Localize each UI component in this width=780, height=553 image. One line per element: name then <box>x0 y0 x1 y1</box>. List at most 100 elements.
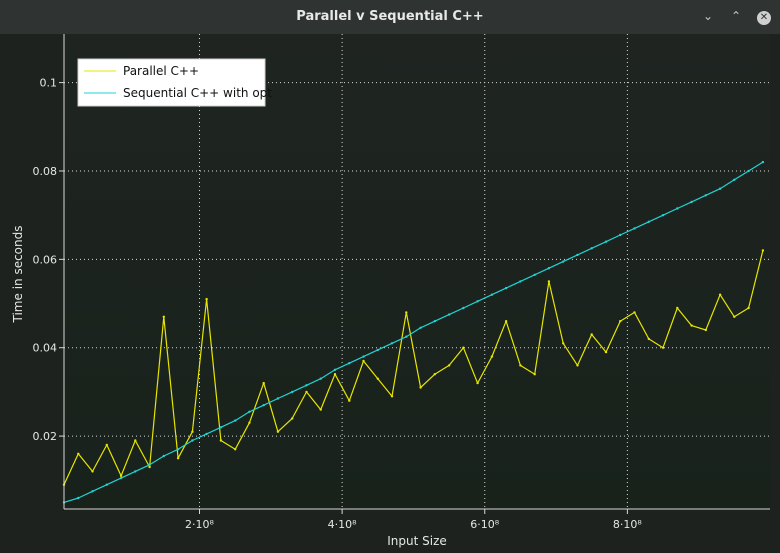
plot-background <box>64 34 770 509</box>
y-tick-label: 0.02 <box>33 430 58 443</box>
data-point-parallel-c <box>162 315 165 318</box>
data-point-parallel-c <box>390 395 394 398</box>
close-button[interactable]: ✕ <box>756 8 772 25</box>
data-point-parallel-c <box>134 439 137 442</box>
data-point-sequential-c-with-opt <box>590 247 593 250</box>
data-point-parallel-c <box>462 346 465 349</box>
data-point-sequential-c-with-opt <box>476 300 479 303</box>
data-point-parallel-c <box>547 280 551 283</box>
data-point-parallel-c <box>91 470 94 473</box>
data-point-parallel-c <box>519 364 522 367</box>
close-icon: ✕ <box>757 11 771 25</box>
data-point-sequential-c-with-opt <box>533 273 536 276</box>
data-point-sequential-c-with-opt <box>704 194 707 197</box>
data-point-sequential-c-with-opt <box>77 496 80 500</box>
data-point-sequential-c-with-opt <box>433 320 436 323</box>
data-point-sequential-c-with-opt <box>305 384 308 387</box>
data-point-sequential-c-with-opt <box>690 200 693 204</box>
y-tick-label: 0.08 <box>33 165 58 178</box>
data-point-sequential-c-with-opt <box>348 362 351 365</box>
axes <box>59 34 770 514</box>
data-point-parallel-c <box>262 381 265 385</box>
data-point-sequential-c-with-opt <box>276 397 280 400</box>
data-point-sequential-c-with-opt <box>419 326 422 329</box>
data-point-sequential-c-with-opt <box>219 426 223 429</box>
grid <box>64 34 770 509</box>
data-point-sequential-c-with-opt <box>447 313 451 316</box>
data-point-sequential-c-with-opt <box>547 267 551 270</box>
data-point-parallel-c <box>733 315 736 318</box>
data-point-sequential-c-with-opt <box>405 335 408 338</box>
data-point-sequential-c-with-opt <box>362 355 365 358</box>
data-point-sequential-c-with-opt <box>376 348 379 352</box>
data-point-parallel-c <box>191 430 194 433</box>
legend-label-sequential: Sequential C++ with opt <box>123 86 272 100</box>
data-point-parallel-c <box>405 311 408 314</box>
data-point-parallel-c <box>176 457 180 460</box>
data-point-parallel-c <box>447 364 451 367</box>
data-point-sequential-c-with-opt <box>162 454 165 458</box>
data-point-parallel-c <box>661 346 665 349</box>
x-tick-label: 4·10⁸ <box>328 518 357 531</box>
data-point-sequential-c-with-opt <box>747 169 750 173</box>
data-point-sequential-c-with-opt <box>234 419 237 422</box>
tick-labels: 2·10⁸ 4·10⁸ 6·10⁸ 8·10⁸ 0.02 0.04 0.06 0.08 0.1 <box>33 77 643 531</box>
minimize-button[interactable]: ⌄ <box>700 8 716 24</box>
chart: 2·10⁸ 4·10⁸ 6·10⁸ 8·10⁸0.020.040.060.080.1 … <box>0 34 780 553</box>
data-point-sequential-c-with-opt <box>134 470 137 473</box>
data-point-sequential-c-with-opt <box>119 476 123 480</box>
y-tick-label: 0.04 <box>33 342 58 355</box>
data-point-parallel-c <box>248 421 251 424</box>
data-point-sequential-c-with-opt <box>191 439 194 442</box>
data-point-sequential-c-with-opt <box>661 214 665 217</box>
data-point-parallel-c <box>77 452 80 455</box>
data-point-parallel-c <box>647 337 650 341</box>
legend-label-parallel: Parallel C++ <box>123 64 199 78</box>
data-point-parallel-c <box>291 417 294 420</box>
data-point-sequential-c-with-opt <box>205 432 208 436</box>
legend: Parallel C++ Sequential C++ with opt <box>77 58 272 107</box>
window-title: Parallel v Sequential C++ <box>296 9 484 24</box>
y-tick-label: 0.1 <box>40 77 58 90</box>
data-point-sequential-c-with-opt <box>319 377 322 380</box>
data-point-parallel-c <box>504 320 508 323</box>
data-point-sequential-c-with-opt <box>176 448 180 451</box>
maximize-button[interactable]: ⌃ <box>728 8 744 24</box>
data-point-parallel-c <box>419 386 422 389</box>
data-point-parallel-c <box>604 350 608 354</box>
data-point-sequential-c-with-opt <box>676 207 679 210</box>
x-tick-label: 8·10⁸ <box>613 518 642 531</box>
data-point-sequential-c-with-opt <box>576 253 579 257</box>
data-point-sequential-c-with-opt <box>718 187 722 190</box>
data-point-sequential-c-with-opt <box>148 463 151 466</box>
data-point-parallel-c <box>234 448 237 451</box>
data-point-parallel-c <box>476 381 479 385</box>
data-point-sequential-c-with-opt <box>761 160 765 164</box>
data-point-parallel-c <box>433 373 436 376</box>
title-bar[interactable]: Parallel v Sequential C++ ⌄ ⌃ ✕ <box>0 0 780 35</box>
series-line-sequential-c-with-opt <box>63 161 764 503</box>
data-point-sequential-c-with-opt <box>333 368 337 371</box>
data-point-sequential-c-with-opt <box>490 293 494 296</box>
legend-box <box>77 58 266 107</box>
series-layer <box>62 160 765 504</box>
data-point-parallel-c <box>348 399 351 402</box>
data-point-parallel-c <box>119 474 123 478</box>
data-point-sequential-c-with-opt <box>633 227 636 230</box>
data-point-parallel-c <box>633 311 636 314</box>
data-point-parallel-c <box>619 320 622 323</box>
data-point-sequential-c-with-opt <box>647 220 650 223</box>
data-point-parallel-c <box>148 465 151 469</box>
data-point-parallel-c <box>676 306 679 310</box>
data-point-parallel-c <box>305 390 308 394</box>
data-point-sequential-c-with-opt <box>291 390 294 394</box>
data-point-sequential-c-with-opt <box>733 178 736 181</box>
data-point-parallel-c <box>205 297 208 301</box>
data-point-parallel-c <box>376 377 379 380</box>
x-tick-label: 2·10⁸ <box>185 518 214 531</box>
y-tick-label: 0.06 <box>33 253 58 266</box>
data-point-parallel-c <box>276 430 280 433</box>
x-tick-label: 6·10⁸ <box>470 518 499 531</box>
data-point-parallel-c <box>562 342 565 345</box>
